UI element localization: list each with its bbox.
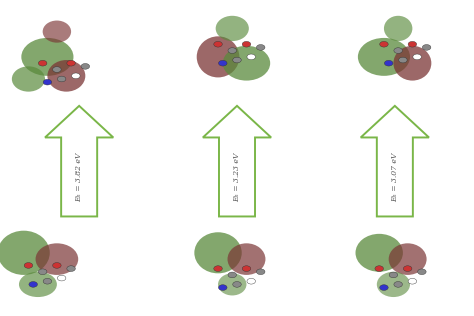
Circle shape	[256, 45, 265, 50]
Ellipse shape	[356, 234, 403, 272]
Circle shape	[219, 285, 227, 290]
Circle shape	[57, 275, 66, 281]
Ellipse shape	[197, 36, 239, 77]
Circle shape	[228, 48, 237, 53]
Circle shape	[43, 278, 52, 284]
Ellipse shape	[47, 60, 85, 92]
Ellipse shape	[223, 46, 270, 81]
Circle shape	[418, 269, 426, 275]
Ellipse shape	[384, 16, 412, 41]
Circle shape	[408, 41, 417, 47]
Circle shape	[375, 266, 383, 271]
Circle shape	[389, 272, 398, 278]
Circle shape	[408, 278, 417, 284]
Ellipse shape	[389, 243, 427, 275]
Circle shape	[43, 79, 52, 85]
Text: Eₕ = 3.82 eV: Eₕ = 3.82 eV	[75, 152, 83, 202]
Ellipse shape	[218, 273, 246, 295]
Ellipse shape	[358, 38, 410, 76]
Polygon shape	[361, 106, 429, 216]
Circle shape	[214, 41, 222, 47]
Circle shape	[422, 45, 431, 50]
Circle shape	[38, 60, 47, 66]
Circle shape	[219, 60, 227, 66]
Circle shape	[67, 266, 75, 271]
Circle shape	[242, 266, 251, 271]
Circle shape	[247, 54, 255, 60]
Circle shape	[399, 57, 407, 63]
Circle shape	[380, 41, 388, 47]
Polygon shape	[203, 106, 271, 216]
Circle shape	[413, 54, 421, 60]
Ellipse shape	[228, 243, 265, 275]
Circle shape	[394, 282, 402, 287]
Circle shape	[242, 41, 251, 47]
Circle shape	[214, 266, 222, 271]
Circle shape	[380, 285, 388, 290]
Ellipse shape	[393, 46, 431, 81]
Circle shape	[53, 263, 61, 268]
Circle shape	[38, 269, 47, 275]
Circle shape	[24, 263, 33, 268]
Ellipse shape	[21, 38, 73, 76]
Ellipse shape	[12, 66, 45, 92]
Text: Eₕ = 3.07 eV: Eₕ = 3.07 eV	[391, 152, 399, 202]
Ellipse shape	[0, 231, 50, 275]
Ellipse shape	[194, 232, 242, 273]
Ellipse shape	[377, 272, 410, 297]
Circle shape	[233, 57, 241, 63]
Polygon shape	[45, 106, 113, 216]
Text: Eₕ = 3.23 eV: Eₕ = 3.23 eV	[233, 152, 241, 202]
Circle shape	[247, 278, 255, 284]
Circle shape	[256, 269, 265, 275]
Ellipse shape	[43, 21, 71, 43]
Circle shape	[72, 73, 80, 79]
Ellipse shape	[36, 243, 78, 275]
Circle shape	[29, 282, 37, 287]
Circle shape	[403, 266, 412, 271]
Circle shape	[394, 48, 402, 53]
Circle shape	[228, 272, 237, 278]
Circle shape	[67, 60, 75, 66]
Ellipse shape	[216, 16, 249, 41]
Circle shape	[81, 64, 90, 69]
Circle shape	[53, 67, 61, 72]
Circle shape	[233, 282, 241, 287]
Ellipse shape	[19, 272, 57, 297]
Circle shape	[57, 76, 66, 82]
Circle shape	[384, 60, 393, 66]
